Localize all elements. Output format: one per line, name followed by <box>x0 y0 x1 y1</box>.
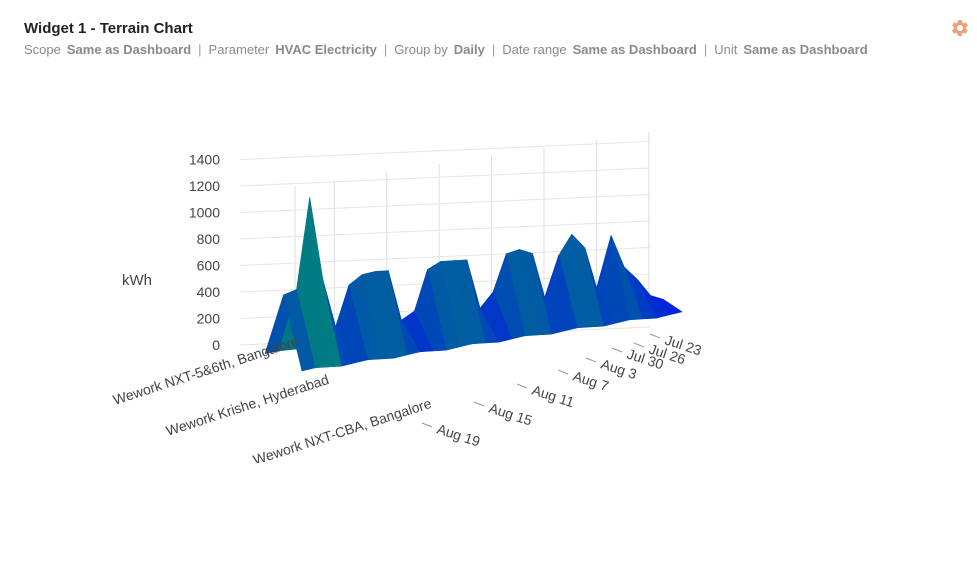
widget-title: Widget 1 - Terrain Chart <box>24 20 193 37</box>
gear-icon[interactable] <box>950 18 970 38</box>
meta-unit: Unit Same as Dashboard <box>714 42 868 57</box>
date-tick-mark <box>421 422 433 428</box>
grid-line <box>239 194 651 213</box>
meta-parameter: Parameter HVAC Electricity <box>208 42 377 57</box>
widget-meta: Scope Same as Dashboard | Parameter HVAC Ele… <box>24 42 868 57</box>
date-tick-label: Aug 19 <box>435 421 482 450</box>
z-tick-label: 600 <box>197 258 221 274</box>
date-tick-mark <box>611 347 623 353</box>
date-tick-mark <box>649 333 661 339</box>
z-tick-label: 400 <box>197 284 221 300</box>
grid-line <box>239 141 651 160</box>
grid-line <box>239 220 651 240</box>
chart-surface <box>264 197 683 372</box>
meta-scope: Scope Same as Dashboard <box>24 42 192 57</box>
date-tick-mark <box>557 369 569 375</box>
date-tick-label: Aug 15 <box>487 400 534 429</box>
date-tick-mark <box>516 383 528 389</box>
date-tick-mark <box>473 401 485 407</box>
date-tick-mark <box>633 342 645 348</box>
date-tick-mark <box>585 357 597 363</box>
z-tick-label: 1200 <box>189 178 220 194</box>
site-tick-label: Wework NXT-CBA, Bangalore <box>251 395 433 468</box>
surface-patch <box>283 289 316 372</box>
meta-date-range: Date range Same as Dashboard <box>502 42 697 57</box>
grid-line <box>239 167 651 187</box>
z-axis-title: kWh <box>122 272 152 289</box>
z-tick-label: 800 <box>197 231 221 247</box>
z-tick-label: 0 <box>212 337 220 353</box>
z-tick-label: 1400 <box>189 152 220 168</box>
meta-group-by: Group by Daily <box>394 42 485 57</box>
z-tick-label: 200 <box>197 311 221 327</box>
date-tick-label: Aug 11 <box>530 382 576 411</box>
z-tick-label: 1000 <box>189 205 220 221</box>
